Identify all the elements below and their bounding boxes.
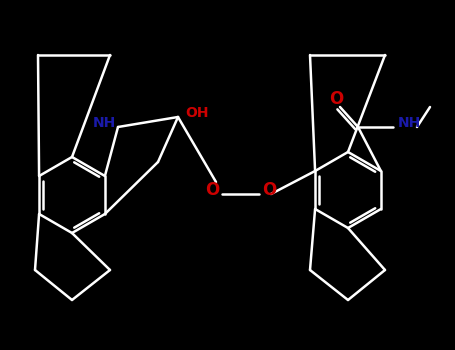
Text: O: O [205,181,219,199]
Text: O: O [329,90,343,108]
Text: OH: OH [185,106,209,120]
Text: NH: NH [92,116,116,130]
Text: NH: NH [397,116,420,130]
Text: O: O [262,181,276,199]
